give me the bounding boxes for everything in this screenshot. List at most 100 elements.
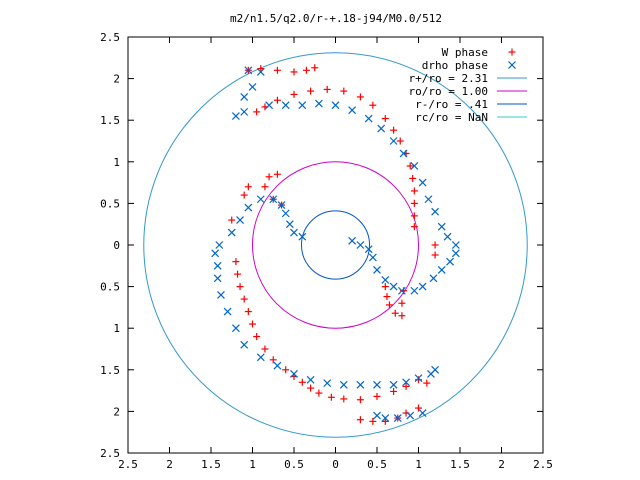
series-1-point [227, 228, 236, 237]
series-1-point [389, 380, 398, 389]
series-1-point [217, 290, 225, 299]
series-0-point [356, 416, 364, 424]
series-1-point [397, 286, 406, 295]
series-0-point [240, 295, 248, 303]
series-0-point [269, 356, 277, 364]
y-tick-label: 2 [113, 73, 120, 86]
series-1-point [431, 207, 440, 216]
series-1-point [236, 216, 244, 224]
series-0 [228, 64, 439, 425]
series-0-point [261, 183, 269, 191]
series-1 [211, 66, 460, 422]
legend-label: ro/ro = 1.00 [409, 85, 488, 98]
reference-circle-0 [143, 52, 528, 438]
series-1-point [269, 195, 278, 204]
legend-label: W phase [442, 46, 488, 59]
series-1-point [213, 261, 222, 270]
series-0-point [410, 223, 418, 231]
series-1-point [364, 245, 373, 254]
series-1-point [381, 414, 390, 422]
series-1-point [410, 286, 419, 295]
series-0-point [356, 396, 364, 404]
x-tick-label: 2.5 [533, 458, 553, 471]
legend-label: r+/ro = 2.31 [409, 72, 488, 85]
series-1-point [418, 282, 427, 291]
series-1-point [443, 232, 452, 241]
series-0-point [415, 404, 422, 412]
series-1-point [323, 379, 332, 388]
series-0-point [340, 395, 348, 403]
series-1-point [418, 409, 427, 417]
x-tick-label: 2 [166, 458, 173, 471]
chart-title: m2/n1.5/q2.0/r-+.18-j94/M0.0/512 [230, 12, 442, 25]
series-0-point [273, 66, 281, 74]
series-1-point [240, 92, 249, 101]
series-1-point [298, 101, 307, 110]
series-0-point [396, 137, 404, 145]
series-0-point [298, 378, 306, 386]
series-1-point [273, 361, 282, 370]
x-tick-label: 2 [498, 458, 505, 471]
series-1-point [281, 209, 290, 218]
series-1-point [215, 241, 224, 249]
series-1-point [256, 195, 265, 204]
series-0-point [273, 96, 281, 104]
reference-circles [143, 52, 528, 438]
series-1-point [211, 249, 220, 258]
series-1-point [451, 241, 460, 249]
series-0-point [369, 101, 377, 109]
x-tick-label: 0.5 [367, 458, 387, 471]
series-1-point [377, 124, 386, 133]
series-0-point [431, 241, 439, 249]
series-0-point [234, 270, 242, 278]
series-1-point [240, 107, 249, 116]
series-0-point [236, 283, 244, 291]
series-1-point [373, 411, 381, 420]
series-1-point [248, 82, 257, 91]
series-1-point [290, 370, 298, 378]
series-0-point [315, 389, 323, 397]
series-0-point [373, 392, 381, 400]
series-1-point [256, 68, 265, 76]
series-1-point [437, 222, 446, 231]
series-0-point [323, 85, 331, 93]
series-0-point [290, 68, 298, 76]
series-1-point [393, 414, 402, 422]
series-1-point [414, 374, 423, 383]
reference-circle-2 [300, 210, 371, 280]
series-1-point [446, 257, 454, 266]
series-1-point [256, 353, 265, 362]
series-1-point [356, 241, 365, 249]
y-tick-label: 0.5 [100, 281, 120, 294]
series-1-point [368, 253, 377, 262]
series-0-point [423, 379, 431, 387]
series-1-point [331, 101, 340, 110]
series-1-point [290, 228, 298, 237]
series-1-point [373, 266, 381, 274]
legend-label: drho phase [422, 59, 488, 72]
series-1-point [410, 162, 419, 170]
legend-label: rc/ro = NaN [415, 111, 488, 124]
series-1-point [364, 114, 373, 123]
series-0-point [381, 417, 389, 425]
series-1-point [399, 149, 408, 158]
series-0-point [253, 108, 261, 116]
series-0-point [431, 251, 439, 259]
series-0-point [410, 187, 418, 195]
y-tick-label: 1.5 [100, 114, 120, 127]
series-1-point [339, 380, 348, 389]
series-0-point [240, 191, 248, 199]
series-0-point [244, 308, 252, 316]
y-tick-label: 2.5 [100, 447, 120, 460]
series-1-point [281, 101, 290, 110]
series-1-point [437, 266, 446, 274]
series-1-point [406, 411, 415, 420]
series-0-point [390, 387, 398, 395]
series-0-point [311, 64, 319, 72]
series-1-point [285, 220, 294, 229]
series-0-point [261, 345, 269, 353]
series-0-point [228, 216, 236, 224]
series-0-point [409, 174, 417, 182]
x-tick-label: 2.5 [118, 458, 138, 471]
